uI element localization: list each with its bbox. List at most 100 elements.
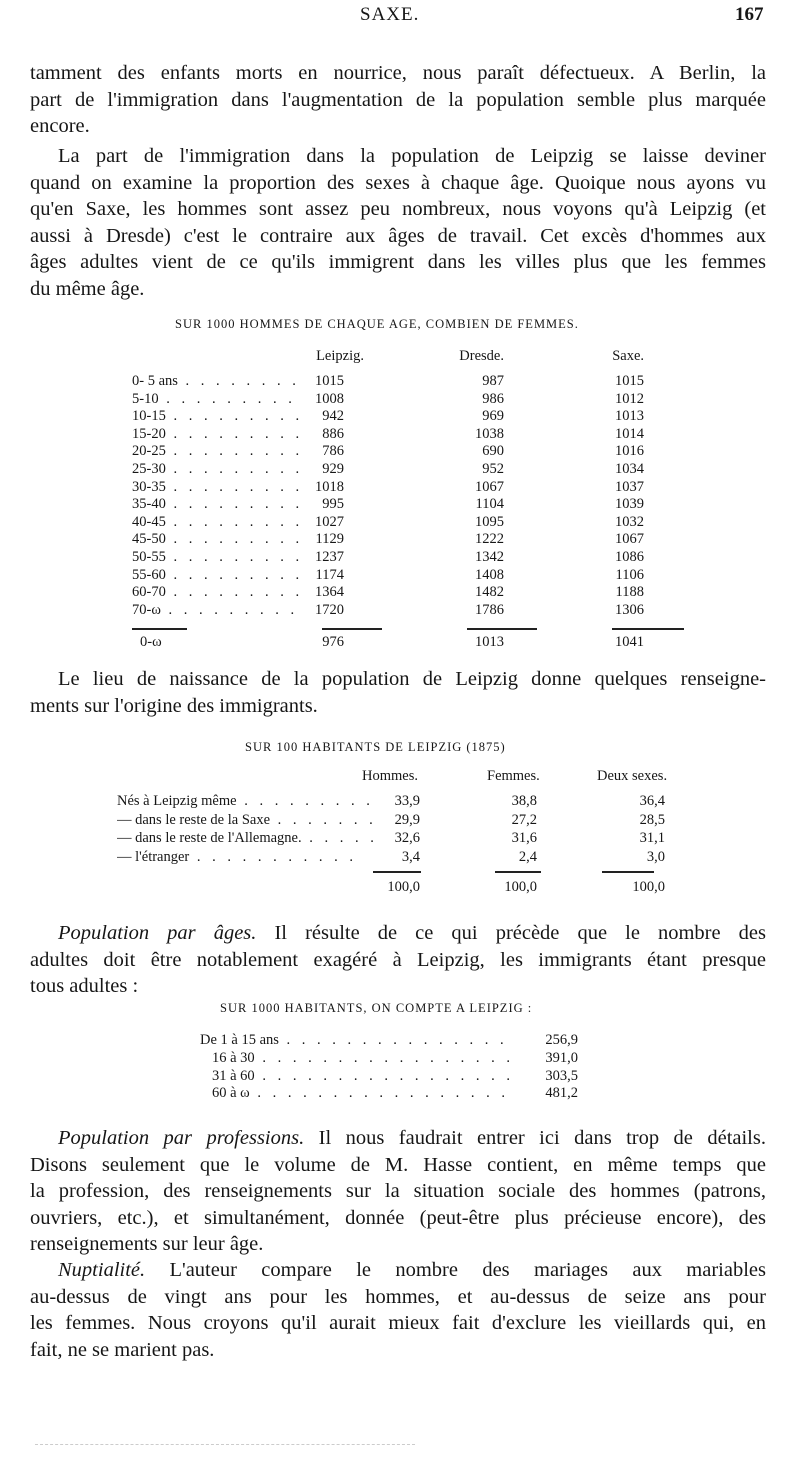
table-cell: 391,0 [545,1049,578,1066]
table-cell: 1306 [615,601,644,618]
table-row: 10-15 . . . . . . . . . . . . 942 969 1013 [132,407,652,425]
table-cell: 690 [482,443,504,460]
running-title: SAXE. [360,4,420,25]
row-label: 31 à 60 . . . . . . . . . . . . . . . . … [212,1067,512,1085]
dot-leader: . . . . . . . . . . . [277,811,373,828]
label-text: 10-15 [132,408,166,425]
table1-title: SUR 1000 HOMMES DE CHAQUE AGE, COMBIEN D… [175,317,579,331]
table-cell: 1037 [615,478,644,495]
table-cell: 256,9 [545,1032,578,1048]
text-line: part de l'immigration dans l'augmentatio… [30,87,766,114]
table-cell: 1027 [315,513,344,530]
text-line: encore. [30,113,766,140]
table-cell: 36,4 [639,793,665,809]
line-text: ouvriers, etc.), et simultanément, donné… [30,1206,766,1229]
text-line: la profession, des renseignements sur la… [30,1178,766,1205]
table-cell: 1095 [475,513,504,530]
table-cell: 38,8 [511,793,537,809]
label-text: 40-45 [132,513,166,530]
table-cell: 995 [322,496,344,513]
line-text: Disons seulement que le volume de M. Has… [30,1153,766,1176]
table-row: 30-35 . . . . . . . . . . . . 1018 1067 103… [132,478,652,496]
label-text: 16 à 30 [212,1049,255,1066]
row-label: 0- 5 ans . . . . . . . . . . . . [132,372,304,390]
dot-leader: . . . . . . . . . . . . . . . . . . . . [262,1049,512,1066]
row-label: 25-30 . . . . . . . . . . . . [132,460,304,478]
text-line: Disons seulement que le volume de M. Has… [30,1152,766,1179]
dot-leader: . . . . . . . . . . . . [173,549,304,565]
table-row: 50-55 . . . . . . . . . . . . 1237 1342 108… [132,548,652,566]
text-line: Nuptialité. L'auteur compare le nombre d… [30,1257,766,1284]
dot-leader: . . . . . . . . . . . . [173,584,304,601]
table-cell: 28,5 [639,811,665,828]
sum-rule [373,871,421,873]
text-line: Le lieu de naissance de la population de… [30,666,766,693]
row-label: 30-35 . . . . . . . . . . . . [132,478,304,496]
text-line: renseignements sur leur âge. [30,1231,766,1258]
table-cell: 1786 [475,601,504,618]
table-cell: 1237 [315,549,344,565]
scan-artifact [35,1444,415,1445]
label-text: 15-20 [132,425,166,442]
table-cell: 1013 [615,408,644,425]
dot-leader: . . . . . . . . . . . . [173,478,304,495]
line-text: ments sur l'origine des immigrants. [30,694,318,717]
sum-rule [612,628,684,630]
dot-leader: . . . . . . . . . . . . [173,425,304,442]
table-row: — dans le reste de l'Allemagne. . . . . … [117,829,707,847]
table-sex-ratio: Leipzig. Dresde. Saxe. 0- 5 ans . . . . . .… [132,348,684,658]
table-cell: 1086 [615,549,644,565]
table-cell: 31,1 [639,830,665,846]
line-text: La part de l'immigration dans la populat… [58,145,766,167]
dot-leader: . . . . . . . . . . . . [168,601,305,618]
row-label: 55-60 . . . . . . . . . . . . [132,566,304,584]
label-text: 30-35 [132,478,166,495]
table-row: 15-20 . . . . . . . . . . . . 886 1038 1014 [132,425,652,443]
table-cell: 1015 [615,373,644,389]
table-cell: 1018 [315,478,344,495]
line-text: quand on examine la proportion des sexes… [30,171,766,194]
row-label: 40-45 . . . . . . . . . . . . [132,513,304,531]
total-cell: 1041 [615,634,644,650]
label-text: De 1 à 15 ans [200,1032,279,1048]
table-cell: 1482 [475,584,504,601]
row-label: — l'étranger . . . . . . . . . . . [117,848,373,866]
table-cell: 929 [322,461,344,477]
label-text: 70-ω [132,601,161,618]
table-cell: 32,6 [394,830,420,846]
dot-leader: . . . . . . . . . . . . [173,408,304,425]
table-cell: 952 [482,461,504,477]
table-row: De 1 à 15 ans . . . . . . . . . . . . . … [200,1031,580,1049]
line-text: tamment des enfants morts en nourrice, n… [30,62,766,84]
sum-rule [322,628,382,630]
dot-leader: . . . . . . . . . . . . . . . . . . . . [262,1067,512,1084]
text-line: ments sur l'origine des immigrants. [30,693,766,720]
row-label: 50-55 . . . . . . . . . . . . [132,548,304,566]
total-cell: 976 [322,634,344,650]
text-line: les femmes. Nous croyons qu'il aurait mi… [30,1310,766,1337]
table-cell: 1104 [475,496,504,513]
line-text: adultes doit être notablement exagéré à … [30,948,766,971]
row-label: 16 à 30 . . . . . . . . . . . . . . . . … [212,1049,512,1067]
row-label: 15-20 . . . . . . . . . . . . [132,425,304,443]
row-label: 70-ω . . . . . . . . . . . . [132,601,304,619]
table-cell: 303,5 [545,1067,578,1084]
table-row: 20-25 . . . . . . . . . . . . 786 690 1016 [132,442,652,460]
table3-title: SUR 1000 HABITANTS, ON COMPTE A LEIPZIG … [220,1001,533,1015]
table-cell: 1174 [315,566,344,583]
line-text: la profession, des renseignements sur la… [30,1180,766,1202]
sum-rule [602,871,654,873]
dot-leader: . . . . . . . . . . . . . . . . . . . . [286,1032,512,1048]
table-cell: 1012 [615,390,644,407]
total-cell: 100,0 [387,879,420,895]
table-cell: 1129 [315,531,344,548]
line-text: Le lieu de naissance de la population de… [58,668,766,690]
label-text: Nés à Leipzig même [117,793,237,809]
table-cell: 1342 [475,549,504,565]
column-header: Leipzig. [316,348,364,364]
column-header: Femmes. [487,768,540,784]
dot-leader: . . . . . . . . . . . [189,848,358,865]
table-cell: 886 [322,425,344,442]
table-cell: 1106 [615,566,644,583]
dot-leader: . . . . . . . . . . . . . . . . . . . . [257,1085,512,1102]
